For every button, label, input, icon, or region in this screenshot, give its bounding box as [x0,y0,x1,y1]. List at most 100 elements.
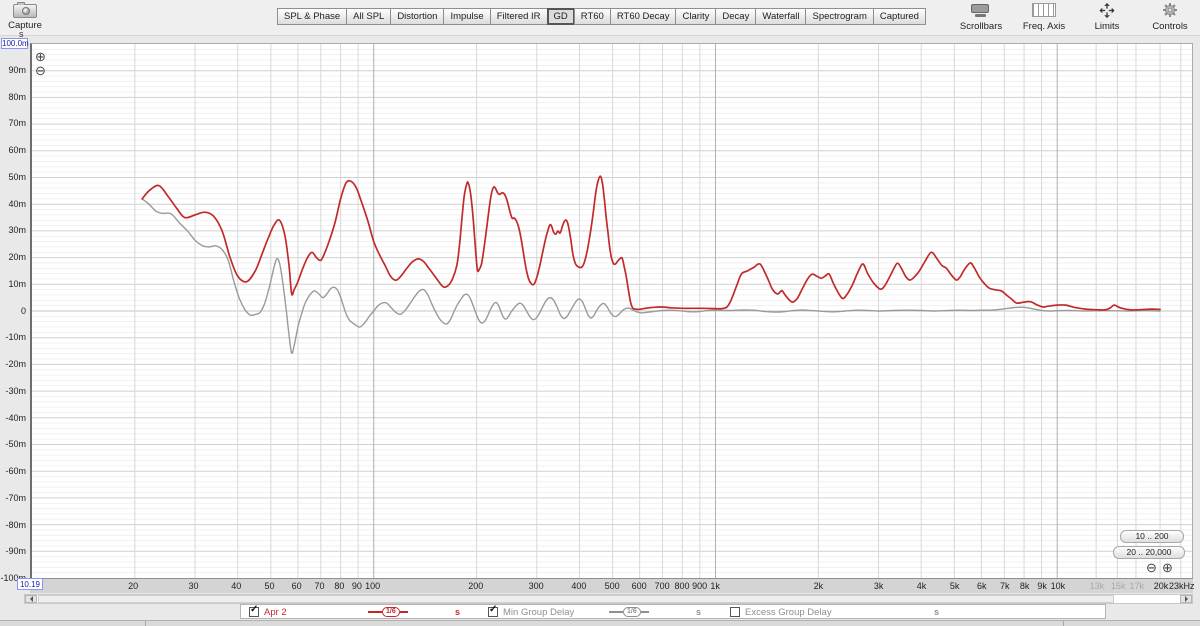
tab-rt60[interactable]: RT60 [573,8,611,25]
limits-icon [1081,2,1133,18]
scroll-right-button[interactable] [1180,595,1192,603]
gridlines [32,44,1192,578]
x-tick-label: 200 [468,581,484,591]
x-tick-label: 2k [813,581,824,591]
y-tick-label: 40m [8,198,26,209]
excess-group-delay-checkbox[interactable] [730,607,740,617]
scrollbars-tool[interactable]: Scrollbars [955,2,1007,32]
x-tick-label: 600 [631,581,647,591]
tab-rt60-decay[interactable]: RT60 Decay [609,8,677,25]
status-bar [0,620,1200,626]
excess-group-delay-label: Excess Group Delay [745,607,832,618]
freq-axis-label: Freq. Axis [1022,21,1066,32]
controls-tool[interactable]: Controls [1144,2,1196,32]
y-tick-label: 20m [8,252,26,262]
min-gd-smoothing-control[interactable]: 1/6 [609,607,649,617]
tab-impulse[interactable]: Impulse [443,8,491,25]
freq-axis-tool[interactable]: Freq. Axis [1018,2,1070,32]
tab-captured[interactable]: Captured [872,8,926,25]
y-tick-label: -60m [5,466,26,476]
y-tick-label: -10m [5,332,26,343]
zoom-in-y-icon[interactable]: ⊕ [35,49,46,64]
y-tick-label: -40m [5,412,26,423]
freq-range-20-20000-button[interactable]: 20 .. 20,000 [1113,546,1185,559]
x-tick-label: 400 [571,581,587,591]
x-tick-label: 5k [949,581,960,591]
scroll-left-button[interactable] [25,595,37,603]
x-tick-label: 500 [604,581,620,591]
freq-range-10-200-button[interactable]: 10 .. 200 [1120,530,1184,543]
y-tick-label: -90m [5,546,26,557]
apr2-unit-label: s [455,607,461,617]
freq-axis-icon [1032,3,1056,17]
x-tick-label: 1k [710,581,720,591]
horizontal-scrollbar[interactable] [24,594,1193,604]
apr2-smoothing-badge: 1/6 [382,607,400,617]
min-gd-unit-label: s [696,607,702,617]
y-axis-top-value-input[interactable]: 100.0m [1,38,29,49]
scrollbars-icon [969,3,993,17]
measurement-apr2-label: Apr 2 [264,607,287,618]
x-tick-label: 90 [351,581,362,591]
x-tick-label: 30 [188,581,199,591]
y-tick-label: 50m [8,171,26,182]
x-tick-label: 700 [654,581,670,591]
y-tick-label: 70m [8,118,26,129]
x-tick-label: 23kHz [1169,581,1195,591]
x-axis-left-value-input[interactable]: 10.19 [17,578,43,590]
x-tick-label: 10k [1050,581,1066,591]
y-tick-label: 0 [20,305,26,316]
min-gd-smoothing-badge: 1/6 [623,607,641,617]
top-toolbar: Capture SPL & Phase All SPL Distortion Impu… [0,0,1200,36]
scrollbar-thumb[interactable] [38,595,1114,603]
excess-gd-unit-label: s [934,607,940,617]
gear-icon [1144,2,1196,18]
tab-all-spl[interactable]: All SPL [346,8,392,25]
x-tick-label: 70 [314,581,325,591]
tab-waterfall[interactable]: Waterfall [755,8,807,25]
controls-label: Controls [1152,21,1188,32]
tab-gd[interactable]: GD [546,8,575,25]
y-tick-label: -70m [5,492,26,503]
tab-clarity[interactable]: Clarity [675,8,717,25]
y-tick-label: -50m [5,439,26,450]
zoom-out-x-icon[interactable]: ⊖ [1146,560,1157,575]
group-delay-chart [32,44,1192,578]
legend-panel: ✓ Apr 2 1/6 s ✓ Min Group Delay 1/6 s Ex… [240,604,1106,619]
tab-decay[interactable]: Decay [715,8,757,25]
capture-button[interactable]: Capture [2,2,48,31]
x-tick-label: 800 [674,581,690,591]
y-tick-label: -30m [5,385,26,396]
x-tick-label: 300 [528,581,544,591]
y-tick-label: 30m [8,225,26,236]
y-tick-label: 80m [8,91,26,102]
series-min-group-delay [141,198,1161,355]
capture-label: Capture [8,20,42,31]
y-tick-label: -80m [5,519,26,530]
tab-filtered-ir[interactable]: Filtered IR [489,8,548,25]
x-tick-label: 3k [873,581,884,591]
x-tick-label: 9k [1037,581,1047,591]
min-group-delay-checkbox[interactable]: ✓ [488,604,498,617]
x-tick-label: 20 [128,581,139,591]
zoom-in-x-icon[interactable]: ⊕ [1162,560,1173,575]
plot-area[interactable]: ⊕ ⊖ 10 .. 200 20 .. 20,000 ⊖ ⊕ [30,43,1193,578]
x-axis: 20 30 40 50 60 70 80 90 100 200 300 400 500 600 700 800… [30,578,1195,593]
toolbar-right-tools: Scrollbars Freq. Axis Limits [955,2,1196,32]
x-tick-label: 40 [231,581,242,591]
limits-tool[interactable]: Limits [1081,2,1133,32]
zoom-out-y-icon[interactable]: ⊖ [35,63,46,78]
tab-spectrogram[interactable]: Spectrogram [805,8,874,25]
x-tick-label: 4k [916,581,927,591]
measurement-apr2-checkbox[interactable]: ✓ [249,604,259,617]
y-tick-label: 90m [8,64,26,75]
x-tick-label: 50 [264,581,275,591]
apr2-smoothing-control[interactable]: 1/6 [368,607,408,617]
tab-spl-phase[interactable]: SPL & Phase [277,8,348,25]
tab-distortion[interactable]: Distortion [390,8,445,25]
x-tick-label: 20k [1153,581,1169,591]
camera-icon [13,2,37,18]
y-tick-label: -100m [0,573,26,583]
x-tick-label: 900 [692,581,708,591]
x-tick-label: 80 [334,581,345,591]
